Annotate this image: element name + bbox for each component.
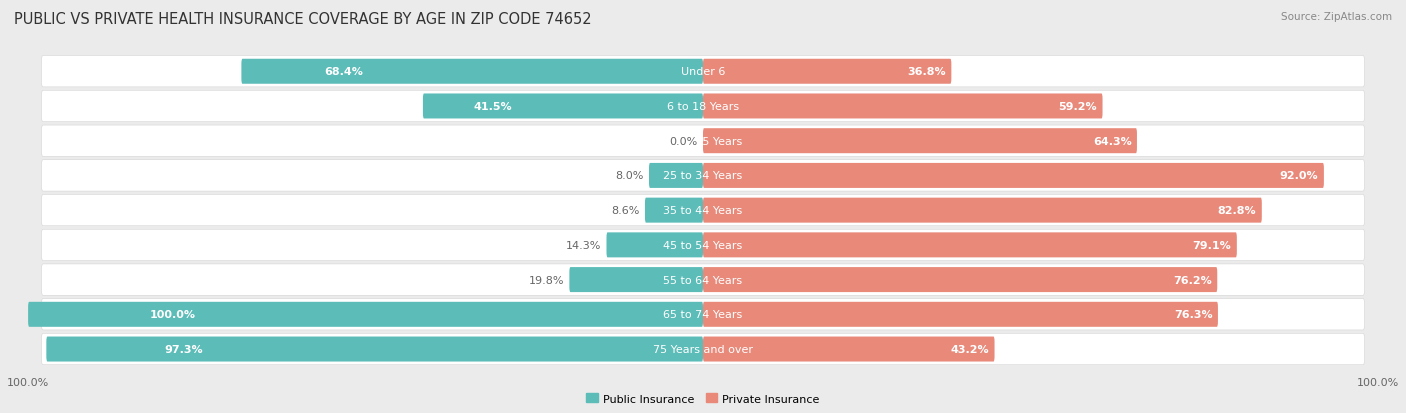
FancyBboxPatch shape (703, 198, 1261, 223)
FancyBboxPatch shape (242, 59, 703, 85)
Text: 75 Years and over: 75 Years and over (652, 344, 754, 354)
FancyBboxPatch shape (645, 198, 703, 223)
Text: 19 to 25 Years: 19 to 25 Years (664, 136, 742, 146)
FancyBboxPatch shape (703, 337, 994, 362)
FancyBboxPatch shape (42, 334, 1364, 365)
Text: 36.8%: 36.8% (907, 67, 946, 77)
FancyBboxPatch shape (42, 126, 1364, 157)
Text: 68.4%: 68.4% (325, 67, 363, 77)
Text: 55 to 64 Years: 55 to 64 Years (664, 275, 742, 285)
Text: 35 to 44 Years: 35 to 44 Years (664, 206, 742, 216)
FancyBboxPatch shape (46, 337, 703, 362)
Text: 64.3%: 64.3% (1092, 136, 1132, 146)
Text: 82.8%: 82.8% (1218, 206, 1257, 216)
FancyBboxPatch shape (42, 230, 1364, 261)
Text: 19.8%: 19.8% (529, 275, 564, 285)
Text: 8.6%: 8.6% (612, 206, 640, 216)
FancyBboxPatch shape (42, 160, 1364, 192)
Text: 45 to 54 Years: 45 to 54 Years (664, 240, 742, 250)
Text: 41.5%: 41.5% (474, 102, 512, 112)
FancyBboxPatch shape (42, 195, 1364, 226)
Legend: Public Insurance, Private Insurance: Public Insurance, Private Insurance (582, 389, 824, 408)
Text: 59.2%: 59.2% (1059, 102, 1097, 112)
FancyBboxPatch shape (703, 94, 1102, 119)
Text: 43.2%: 43.2% (950, 344, 990, 354)
Text: 8.0%: 8.0% (616, 171, 644, 181)
Text: Under 6: Under 6 (681, 67, 725, 77)
FancyBboxPatch shape (28, 302, 703, 327)
FancyBboxPatch shape (703, 233, 1237, 258)
FancyBboxPatch shape (42, 264, 1364, 295)
Text: 25 to 34 Years: 25 to 34 Years (664, 171, 742, 181)
Text: 0.0%: 0.0% (669, 136, 697, 146)
Text: 97.3%: 97.3% (165, 344, 202, 354)
FancyBboxPatch shape (423, 94, 703, 119)
Text: 65 to 74 Years: 65 to 74 Years (664, 310, 742, 320)
FancyBboxPatch shape (703, 59, 952, 85)
FancyBboxPatch shape (606, 233, 703, 258)
Text: Source: ZipAtlas.com: Source: ZipAtlas.com (1281, 12, 1392, 22)
FancyBboxPatch shape (703, 302, 1218, 327)
FancyBboxPatch shape (42, 91, 1364, 122)
Text: 79.1%: 79.1% (1192, 240, 1232, 250)
FancyBboxPatch shape (703, 129, 1137, 154)
FancyBboxPatch shape (42, 299, 1364, 330)
Text: 6 to 18 Years: 6 to 18 Years (666, 102, 740, 112)
Text: 76.3%: 76.3% (1174, 310, 1212, 320)
FancyBboxPatch shape (42, 57, 1364, 88)
FancyBboxPatch shape (569, 268, 703, 292)
Text: 14.3%: 14.3% (565, 240, 602, 250)
FancyBboxPatch shape (703, 164, 1324, 188)
FancyBboxPatch shape (650, 164, 703, 188)
Text: 92.0%: 92.0% (1279, 171, 1319, 181)
FancyBboxPatch shape (703, 268, 1218, 292)
Text: 100.0%: 100.0% (149, 310, 195, 320)
Text: PUBLIC VS PRIVATE HEALTH INSURANCE COVERAGE BY AGE IN ZIP CODE 74652: PUBLIC VS PRIVATE HEALTH INSURANCE COVER… (14, 12, 592, 27)
Text: 76.2%: 76.2% (1173, 275, 1212, 285)
